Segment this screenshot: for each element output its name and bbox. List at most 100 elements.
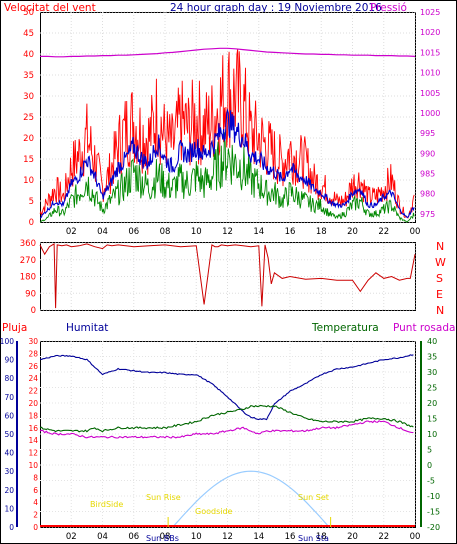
temp-y-tick: -20 <box>427 523 440 532</box>
wind-y-tick: 40 <box>23 50 34 60</box>
wind-x-tick: 16 <box>285 227 296 237</box>
temp-x-tick: 04 <box>97 532 108 542</box>
temp-x-tick: 10 <box>191 532 202 542</box>
rain-y-tick: 0 <box>33 523 38 532</box>
temp-x-tick: 12 <box>222 532 233 542</box>
humidity-y-tick: 70 <box>4 393 14 402</box>
pressure-y-tick: 985 <box>420 170 435 179</box>
temp-y-tick: -15 <box>427 508 440 517</box>
rain-y-tick: 18 <box>28 411 38 420</box>
temp-y-tick: 30 <box>427 368 437 377</box>
temp-y-tick: 15 <box>427 415 437 424</box>
rain-y-tick: 24 <box>28 374 38 383</box>
dewpoint-label: Punt rosada <box>393 322 455 334</box>
dir-y-tick: 0 <box>31 306 36 316</box>
wind-y-tick: 10 <box>23 176 34 186</box>
pressure-y-tick: 1005 <box>420 89 440 98</box>
solar-curve <box>172 470 330 528</box>
wind-y-tick: 35 <box>23 71 34 81</box>
wind-gust-line <box>39 48 415 219</box>
rain-y-tick: 10 <box>28 461 38 470</box>
humidity-y-tick: 100 <box>0 337 14 346</box>
temperature-label: Temperatura <box>311 322 379 334</box>
pressure-y-tick: 990 <box>420 149 435 158</box>
temp-y-tick: 5 <box>427 446 432 455</box>
dir-y-tick: 270 <box>20 256 36 266</box>
wind-y-tick: 25 <box>23 113 34 123</box>
dir-label-e: E <box>436 288 443 301</box>
rain-y-tick: 2 <box>33 511 38 520</box>
rain-y-tick: 8 <box>33 473 38 482</box>
sun-label-sta: Sun Sta <box>298 534 329 543</box>
wind-x-tick: 20 <box>347 227 358 237</box>
dir-y-tick: 90 <box>25 289 36 299</box>
pressure-y-tick: 975 <box>420 210 435 219</box>
rain-y-tick: 12 <box>28 449 38 458</box>
temp-x-tick: 02 <box>66 532 77 542</box>
rain-y-tick: 4 <box>33 498 38 507</box>
rain-label: Pluja <box>2 322 27 334</box>
wind-x-tick: 18 <box>316 227 327 237</box>
wind-x-tick: 06 <box>128 227 139 237</box>
humidity-y-tick: 10 <box>4 504 14 513</box>
wind-y-tick: 45 <box>23 29 34 39</box>
pressure-y-tick: 1020 <box>420 28 440 37</box>
pressure-y-tick: 1015 <box>420 48 440 57</box>
wind-y-tick: 0 <box>29 218 34 228</box>
dir-y-tick: 360 <box>20 239 36 249</box>
wind-x-tick: 22 <box>378 227 389 237</box>
temp-x-tick: 22 <box>378 532 389 542</box>
sun-label-birdside: BirdSide <box>90 500 123 509</box>
chart-title: 24 hour graph day : 19 Noviembre 2016 <box>170 2 382 14</box>
rain-y-tick: 28 <box>28 349 38 358</box>
humidity-y-tick: 0 <box>9 523 14 532</box>
dir-label-n-bottom: N <box>436 304 444 317</box>
temp-x-tick: 06 <box>128 532 139 542</box>
wind-direction-line <box>39 243 416 309</box>
temp-x-tick: 08 <box>160 532 171 542</box>
temp-y-tick: 0 <box>427 461 432 470</box>
temp-x-tick: 00 <box>410 532 421 542</box>
temp-y-tick: 20 <box>427 399 437 408</box>
wind-x-tick: 14 <box>253 227 264 237</box>
pressure-line <box>40 47 416 58</box>
wind-x-tick: 08 <box>160 227 171 237</box>
temp-x-tick: 16 <box>285 532 296 542</box>
wind-y-tick: 20 <box>23 134 34 144</box>
humidity-y-tick: 40 <box>4 449 14 458</box>
dir-label-s: S <box>436 272 443 285</box>
wind-x-tick: 04 <box>97 227 108 237</box>
temperature-line <box>39 404 414 433</box>
wind-y-tick: 5 <box>29 197 34 207</box>
temp-y-tick: 35 <box>427 353 437 362</box>
dir-y-tick: 180 <box>20 273 36 283</box>
temp-y-tick: -5 <box>427 477 435 486</box>
sun-label-sunset: Sun Set <box>298 493 329 502</box>
humidity-y-tick: 50 <box>4 430 14 439</box>
wind-x-tick: 02 <box>66 227 77 237</box>
temp-x-tick: 20 <box>347 532 358 542</box>
wind-x-tick: 00 <box>410 227 421 237</box>
pressure-label: Pressió <box>370 2 407 14</box>
wind-y-tick: 30 <box>23 92 34 102</box>
wind-y-tick: 15 <box>23 155 34 165</box>
rain-y-tick: 20 <box>28 399 38 408</box>
pressure-y-tick: 1000 <box>420 109 440 118</box>
humidity-line <box>39 354 414 421</box>
temp-x-tick: 14 <box>253 532 264 542</box>
rain-y-tick: 14 <box>28 436 38 445</box>
temp-y-tick: 10 <box>427 430 437 439</box>
wind-y-tick: 50 <box>23 8 34 18</box>
wind-x-tick: 12 <box>222 227 233 237</box>
temp-x-tick: 18 <box>316 532 327 542</box>
pressure-y-tick: 995 <box>420 129 435 138</box>
sun-label-goodside: Goodside <box>195 507 233 516</box>
temp-y-tick: 40 <box>427 337 437 346</box>
dir-label-w: W <box>435 256 446 269</box>
rain-y-tick: 16 <box>28 424 38 433</box>
humidity-label: Humitat <box>66 322 108 334</box>
rain-y-tick: 6 <box>33 486 38 495</box>
pressure-y-tick: 1025 <box>420 8 440 17</box>
